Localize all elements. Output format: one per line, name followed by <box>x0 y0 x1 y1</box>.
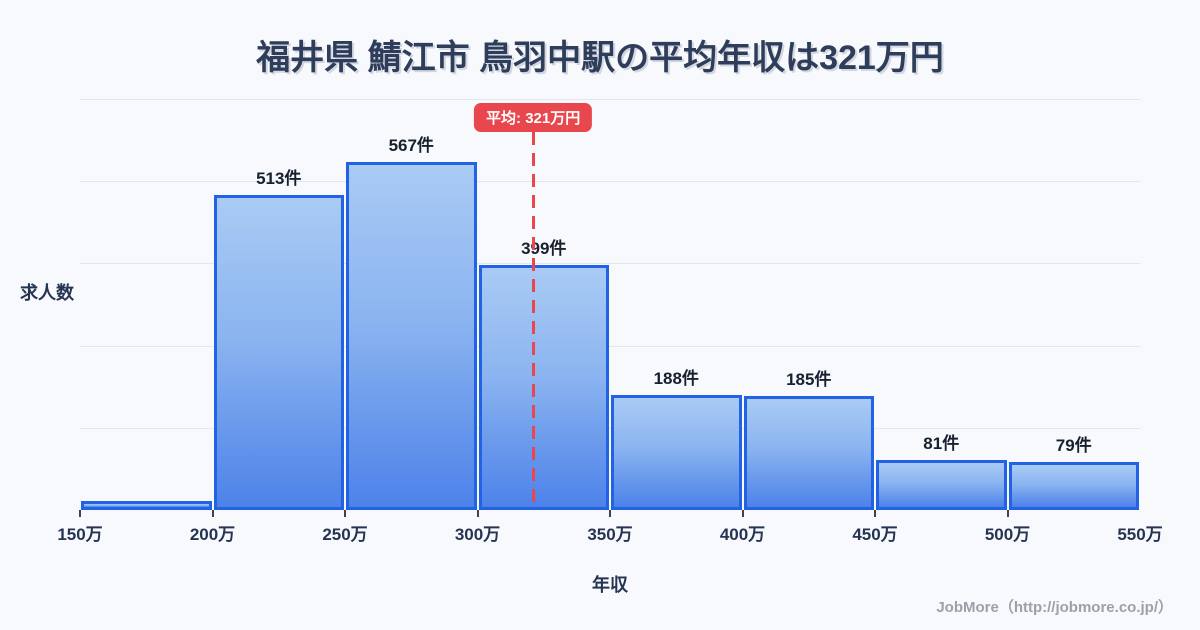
x-axis-label: 年収 <box>592 575 628 595</box>
x-axis-tick <box>476 510 479 517</box>
bar-value-label: 567件 <box>388 136 434 155</box>
histogram-bar <box>1008 462 1139 510</box>
gridline <box>80 427 1140 429</box>
mean-line <box>531 132 535 510</box>
histogram-bar <box>611 395 742 510</box>
x-tick-label: 450万 <box>852 525 898 544</box>
x-axis-tick <box>741 510 744 517</box>
bar-value-label: 79件 <box>1055 436 1092 455</box>
bar-value-label: 399件 <box>521 239 567 258</box>
mean-badge: 平均: 321万円 <box>474 103 593 132</box>
histogram-bar <box>743 396 874 510</box>
histogram-bar <box>876 460 1007 510</box>
x-tick-label: 550万 <box>1117 525 1163 544</box>
footer-credit: JobMore（http://jobmore.co.jp/） <box>936 599 1173 616</box>
bar-value-label: 513件 <box>256 169 302 188</box>
x-tick-label: 500万 <box>984 525 1031 544</box>
gridline <box>80 181 1140 183</box>
x-axis-tick <box>609 510 611 517</box>
x-tick-label: 150万 <box>57 525 103 544</box>
histogram-bar <box>478 265 609 510</box>
bar-value-label: 188件 <box>653 369 699 388</box>
histogram-bar <box>81 501 212 510</box>
gridline <box>80 345 1140 347</box>
histogram-bar <box>213 195 344 510</box>
bar-value-label: 185件 <box>786 370 832 389</box>
gridline <box>80 263 1140 265</box>
x-tick-label: 250万 <box>322 525 368 544</box>
x-axis-tick <box>211 510 214 517</box>
x-tick-label: 350万 <box>587 525 633 544</box>
y-axis-label: 求人数 <box>20 283 74 303</box>
gridline <box>80 99 1140 100</box>
x-tick-label: 200万 <box>189 525 236 544</box>
x-tick-label: 300万 <box>454 525 501 544</box>
page-title: 福井県 鯖江市 鳥羽中駅の平均年収は321万円 <box>256 39 944 77</box>
chart-plot-area: 513件 567件 399件 188件 185件 81件 79件 <box>80 99 1140 510</box>
x-tick-label: 400万 <box>719 525 766 544</box>
histogram-bar <box>346 162 477 510</box>
x-axis-tick <box>344 510 346 517</box>
x-axis-tick <box>1006 510 1009 517</box>
x-axis-tick <box>79 510 81 517</box>
bar-value-label: 81件 <box>923 434 960 453</box>
x-axis-tick <box>874 510 876 517</box>
